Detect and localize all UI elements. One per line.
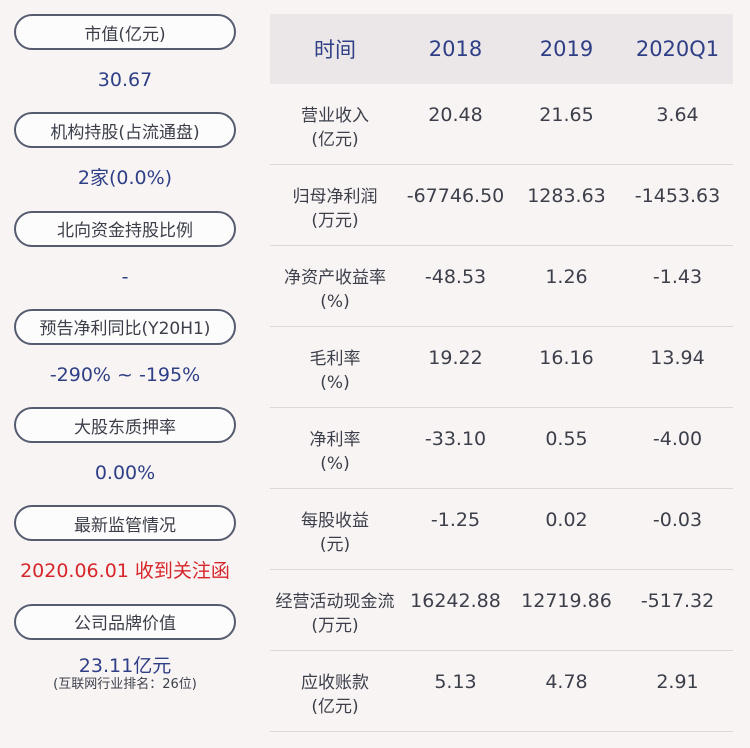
cell-value: -1.25 <box>430 509 481 531</box>
cell-value: -33.10 <box>424 428 487 450</box>
key-metrics-panel: 市值(亿元) 30.67 机构持股(占流通盘) 2家(0.0%) 北向资金持股比… <box>14 14 236 702</box>
table-row: 归母净利润 (万元) -67746.50 1283.63 -1453.63 <box>270 165 733 246</box>
metric-regulatory-status: 最新监管情况 2020.06.01 收到关注函 <box>14 505 236 603</box>
cell-value: -48.53 <box>424 266 487 288</box>
table-row: 净利率 (%) -33.10 0.55 -4.00 <box>270 408 733 489</box>
row-label: 毛利率 (%) <box>309 349 361 393</box>
metric-pledge-rate: 大股东质押率 0.00% <box>14 407 236 505</box>
row-label: 净资产收益率 (%) <box>284 268 386 312</box>
cell-value: 2.91 <box>656 671 699 693</box>
cell-value: 13.94 <box>650 347 705 369</box>
row-label: 应收账款 (亿元) <box>301 673 369 717</box>
table-row: 毛利率 (%) 19.22 16.16 13.94 <box>270 327 733 408</box>
table-row: 营业收入 (亿元) 20.48 21.65 3.64 <box>270 84 733 165</box>
metric-value-alert: 2020.06.01 收到关注函 <box>20 560 230 583</box>
cell-value: 3.64 <box>656 104 699 126</box>
row-label: 每股收益 (元) <box>301 511 369 555</box>
metric-label-pill: 市值(亿元) <box>14 14 236 50</box>
header-year: 2018 <box>428 37 483 61</box>
metric-label-pill: 最新监管情况 <box>14 505 236 542</box>
cell-value: 16242.88 <box>410 590 501 612</box>
metric-market-cap: 市值(亿元) 30.67 <box>14 14 236 112</box>
row-label: 归母净利润 (万元) <box>292 187 378 231</box>
row-label: 营业收入 (亿元) <box>301 106 369 150</box>
metric-label-pill: 机构持股(占流通盘) <box>14 112 236 149</box>
cell-value: 12719.86 <box>521 590 612 612</box>
cell-value: 0.55 <box>545 428 588 450</box>
cell-value: -67746.50 <box>406 185 505 207</box>
metric-profit-forecast: 预告净利同比(Y20H1) -290% ~ -195% <box>14 308 236 407</box>
cell-value: 4.78 <box>545 671 588 693</box>
table-row: 应收账款 (亿元) 5.13 4.78 2.91 <box>270 651 733 732</box>
cell-value: 21.65 <box>539 104 594 126</box>
metric-value: 0.00% <box>94 462 156 485</box>
metric-label-pill: 预告净利同比(Y20H1) <box>14 308 236 345</box>
table-row: 经营活动现金流 (万元) 16242.88 12719.86 -517.32 <box>270 570 733 651</box>
metric-northbound-holding: 北向资金持股比例 - <box>14 210 236 309</box>
metric-label-pill: 北向资金持股比例 <box>14 210 236 247</box>
metric-value: -290% ~ -195% <box>49 363 201 386</box>
cell-value: 16.16 <box>539 347 594 369</box>
cell-value: 20.48 <box>428 104 483 126</box>
metric-brand-value: 公司品牌价值 23.11亿元 (互联网行业排名：26位) <box>14 603 236 702</box>
header-year: 2019 <box>539 37 594 61</box>
financial-table: 时间 2018 2019 2020Q1 营业收入 (亿元) 20.48 21.65… <box>270 14 733 732</box>
cell-value: -0.03 <box>652 509 703 531</box>
metric-value: 23.11亿元 <box>78 654 172 677</box>
row-label: 经营活动现金流 (万元) <box>275 592 395 636</box>
metric-value: 2家(0.0%) <box>77 167 173 190</box>
header-period: 时间 <box>314 38 356 62</box>
metric-value: - <box>121 265 129 288</box>
cell-value: 1.26 <box>545 266 588 288</box>
cell-value: 0.02 <box>545 509 588 531</box>
cell-value: 5.13 <box>434 671 477 693</box>
cell-value: 19.22 <box>428 347 483 369</box>
metric-label-pill: 公司品牌价值 <box>14 603 236 640</box>
metric-label-pill: 大股东质押率 <box>14 407 236 444</box>
metric-value: 30.67 <box>97 69 153 91</box>
table-row: 净资产收益率 (%) -48.53 1.26 -1.43 <box>270 246 733 327</box>
table-row: 每股收益 (元) -1.25 0.02 -0.03 <box>270 489 733 570</box>
cell-value: -4.00 <box>652 428 703 450</box>
row-label: 净利率 (%) <box>309 430 361 474</box>
cell-value: -1453.63 <box>634 185 721 207</box>
metric-subnote: (互联网行业排名：26位) <box>53 676 197 692</box>
cell-value: -517.32 <box>640 590 715 612</box>
cell-value: -1.43 <box>652 266 703 288</box>
table-header: 时间 2018 2019 2020Q1 <box>270 14 733 84</box>
metric-institutional-holding: 机构持股(占流通盘) 2家(0.0%) <box>14 112 236 210</box>
cell-value: 1283.63 <box>527 185 606 207</box>
header-year: 2020Q1 <box>635 37 720 61</box>
